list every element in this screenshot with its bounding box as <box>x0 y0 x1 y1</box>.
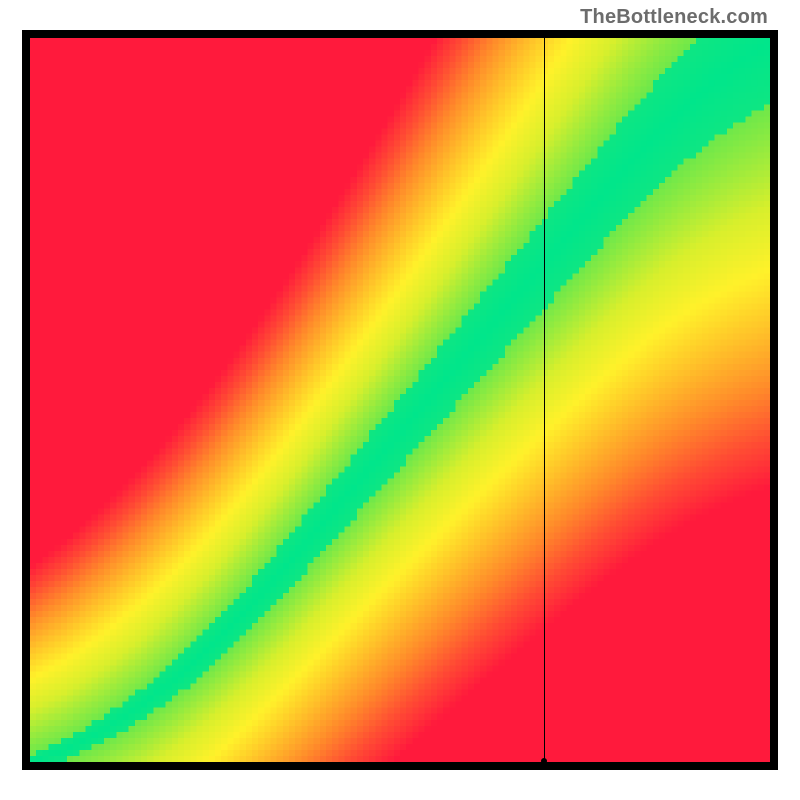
plot-frame <box>22 30 778 770</box>
heatmap-canvas <box>30 38 770 762</box>
x-axis-marker-dot <box>541 758 547 764</box>
attribution-text: TheBottleneck.com <box>580 6 768 29</box>
crosshair-vertical <box>544 38 545 762</box>
heatmap-area <box>30 38 770 762</box>
